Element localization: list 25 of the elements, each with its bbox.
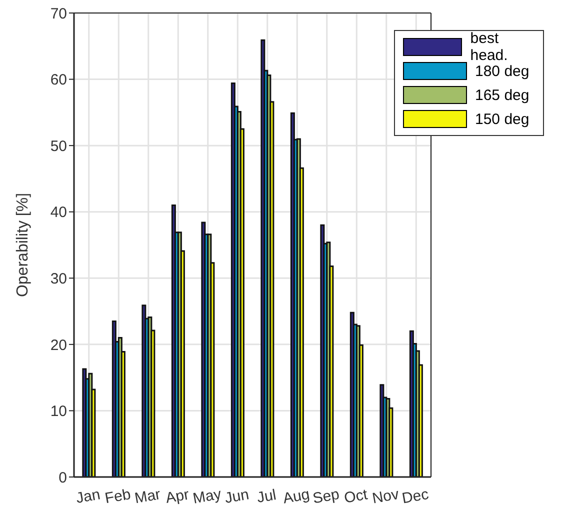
x-tick-label: Oct [342, 486, 370, 507]
x-tick-label: Sep [311, 486, 341, 508]
y-tick-label: 50 [50, 138, 67, 155]
legend-label: 165 deg [475, 86, 530, 104]
x-tick-label: Jul [256, 486, 278, 507]
legend-label: 180 deg [475, 62, 530, 80]
x-tick-label: Feb [104, 486, 132, 508]
y-tick-label: 30 [50, 270, 67, 288]
y-tick-label: 40 [50, 204, 67, 222]
x-tick-label: Jan [74, 486, 102, 508]
y-tick-label: 0 [58, 469, 67, 486]
x-tick-label: Dec [400, 486, 430, 508]
x-tick-label: May [192, 486, 224, 508]
x-tick-label: Mar [133, 486, 162, 508]
x-tick-label: Aug [282, 486, 311, 508]
y-tick-label: 10 [50, 403, 67, 420]
y-tick-label: 60 [50, 72, 67, 89]
y-axis-title: Operability [%] [14, 192, 32, 298]
y-tick-label: 70 [50, 5, 67, 22]
x-tick-label: Jun [223, 486, 250, 508]
x-tick-label: Nov [370, 486, 401, 508]
y-tick-label: 20 [50, 336, 67, 354]
x-tick-label: Apr [164, 486, 190, 507]
legend-label: 150 deg [475, 110, 530, 128]
legend-label: best head. [470, 30, 509, 64]
